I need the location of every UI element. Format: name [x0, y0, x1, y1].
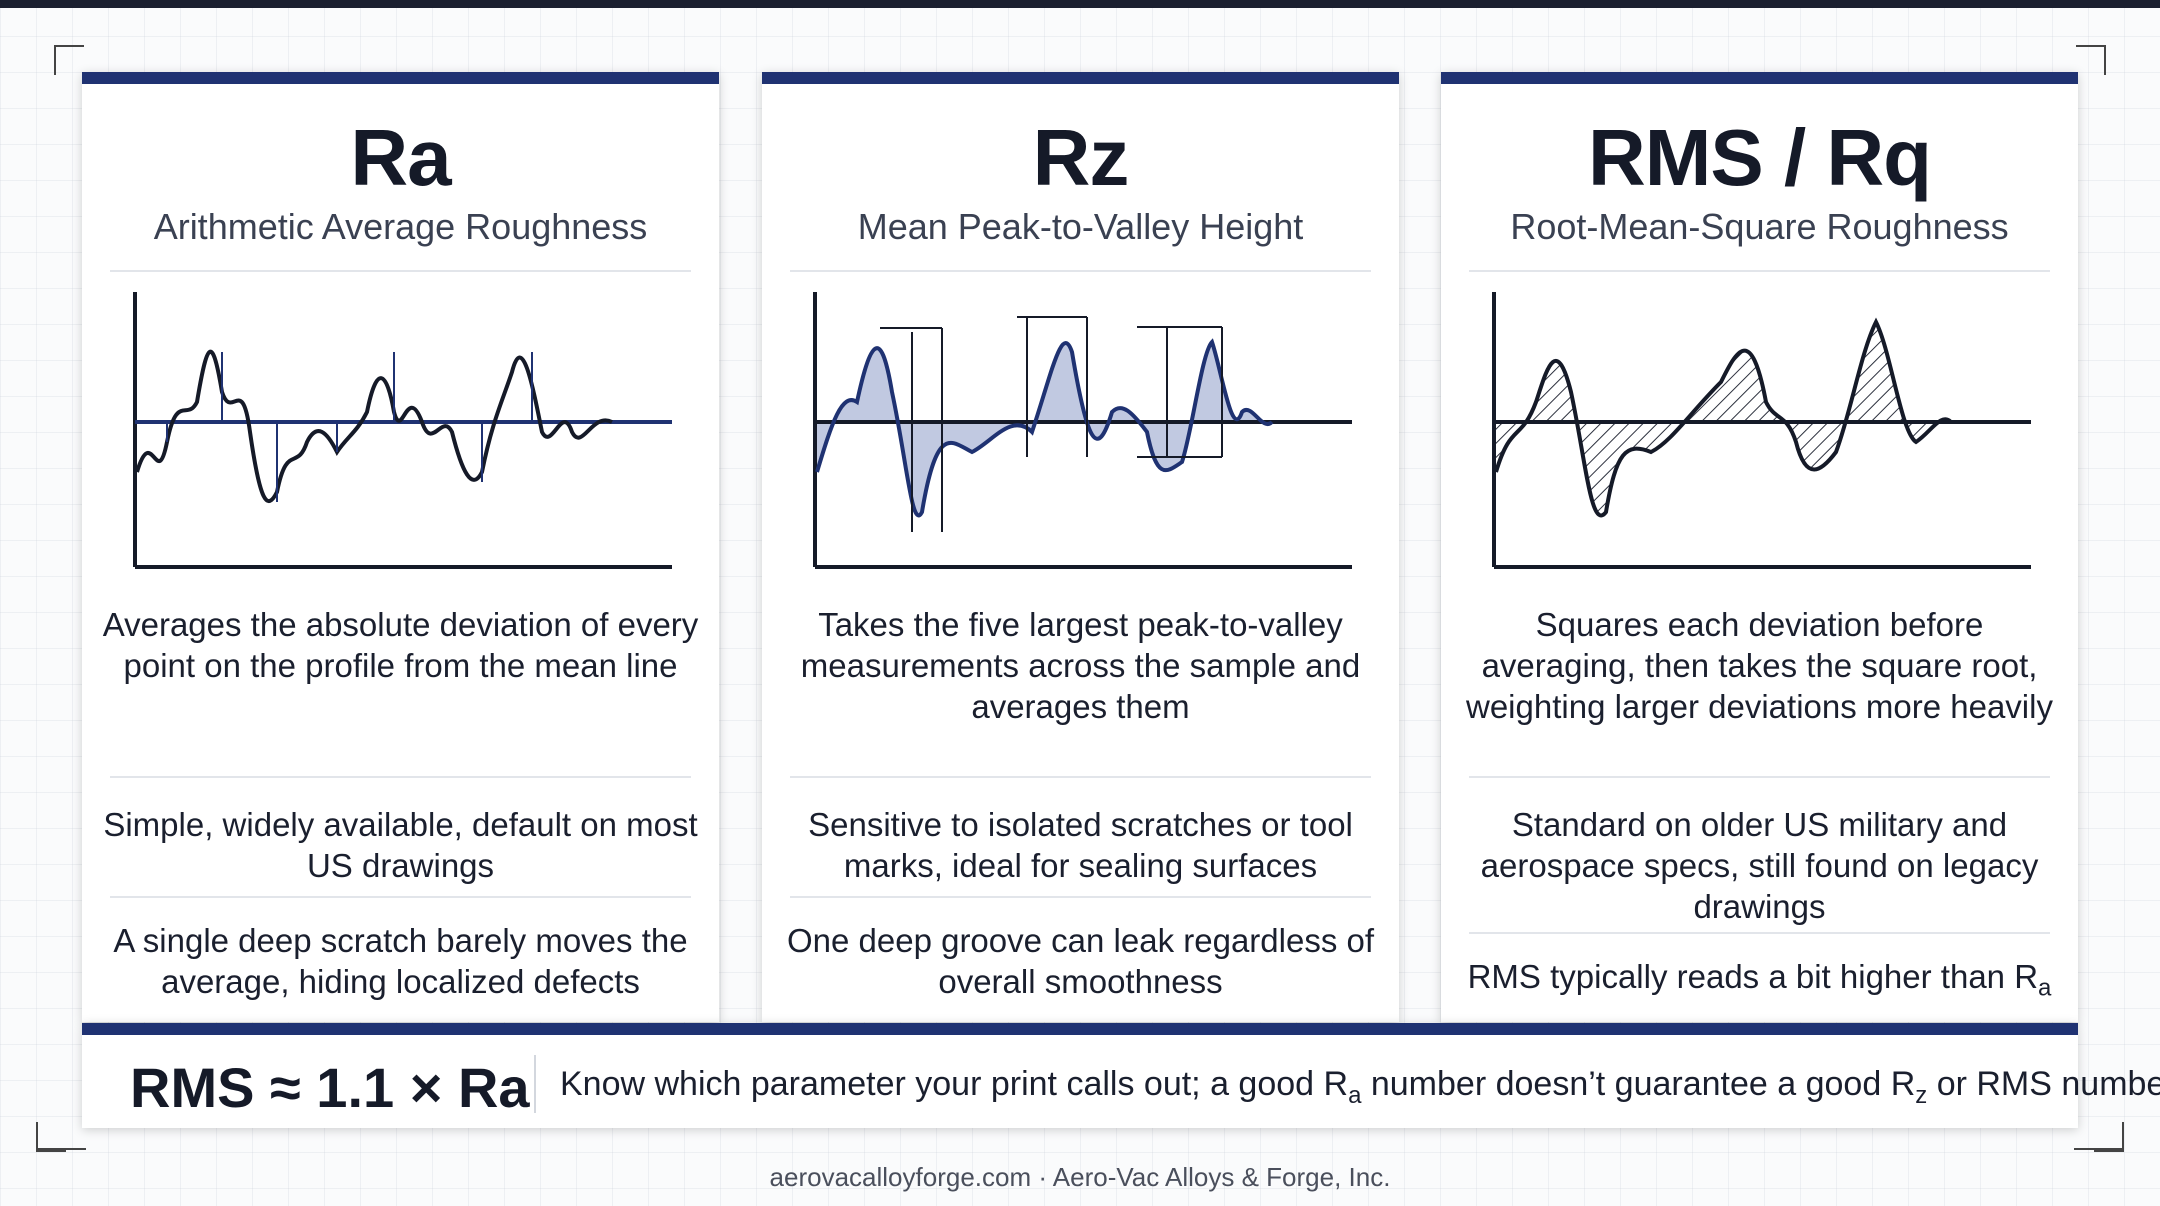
divider — [110, 270, 691, 272]
card-subtitle: Mean Peak-to-Valley Height — [857, 206, 1304, 247]
rms-profile-diagram — [1492, 292, 2031, 569]
card-caveat: One deep groove can leak regardless of o… — [786, 922, 1375, 1000]
card-ra: Ra Arithmetic Average Roughness Averages… — [82, 72, 719, 1022]
crop-mark-left — [36, 1148, 86, 1150]
footer-tip: Know which parameter your print calls ou… — [560, 1065, 2160, 1109]
footer-summary: RMS ≈ 1.1 × Ra Know which parameter your… — [82, 1023, 2160, 1128]
card-caveat: RMS typically reads a bit higher than Ra — [1467, 958, 2052, 1002]
card-advantage: Simple, widely available, default on mos… — [103, 806, 698, 884]
card-title: RMS / Rq — [1587, 113, 1932, 202]
card-subtitle: Root-Mean-Square Roughness — [1510, 206, 2009, 247]
card-caveat: A single deep scratch barely moves the a… — [113, 922, 688, 1000]
divider — [534, 1055, 536, 1113]
card-rms: RMS / Rq Root-Mean-Square Roughness Squa… — [1441, 72, 2078, 1022]
corner-mark-bottom-left — [36, 1122, 66, 1152]
divider — [110, 896, 691, 898]
crop-mark-right — [2074, 1148, 2124, 1150]
divider — [1469, 270, 2050, 272]
divider — [110, 776, 691, 778]
card-description: Squares each deviation before averaging,… — [1466, 606, 2053, 725]
mean-deviation-arrows-icon — [133, 292, 672, 569]
card-description: Takes the five largest peak-to-valley me… — [800, 606, 1361, 725]
card-advantage: Sensitive to isolated scratches or tool … — [808, 806, 1353, 884]
ra-profile-diagram — [133, 292, 672, 569]
divider — [790, 896, 1371, 898]
divider — [1469, 776, 2050, 778]
rz-profile-diagram — [813, 292, 1352, 569]
formula: RMS ≈ 1.1 × Ra — [130, 1056, 530, 1119]
corner-mark-bottom-right — [2094, 1122, 2124, 1152]
corner-mark-top-left — [54, 45, 84, 75]
card-subtitle: Arithmetic Average Roughness — [153, 206, 648, 247]
hatched-deviation-icon — [1492, 292, 2031, 569]
card-title: Ra — [350, 113, 451, 202]
credit-line: aerovacalloyforge.com · Aero-Vac Alloys … — [769, 1162, 1391, 1192]
card-rz: Rz Mean Peak-to-Valley Height Takes th — [762, 72, 1399, 1022]
divider — [790, 776, 1371, 778]
card-title: Rz — [1032, 113, 1130, 202]
corner-mark-top-right — [2076, 45, 2106, 75]
card-description: Averages the absolute deviation of every… — [102, 606, 699, 684]
peak-to-valley-arrows-icon — [813, 292, 1352, 569]
card-advantage: Standard on older US military and aerosp… — [1480, 806, 2039, 925]
divider — [790, 270, 1371, 272]
divider — [1469, 932, 2050, 934]
top-bar — [0, 0, 2160, 8]
